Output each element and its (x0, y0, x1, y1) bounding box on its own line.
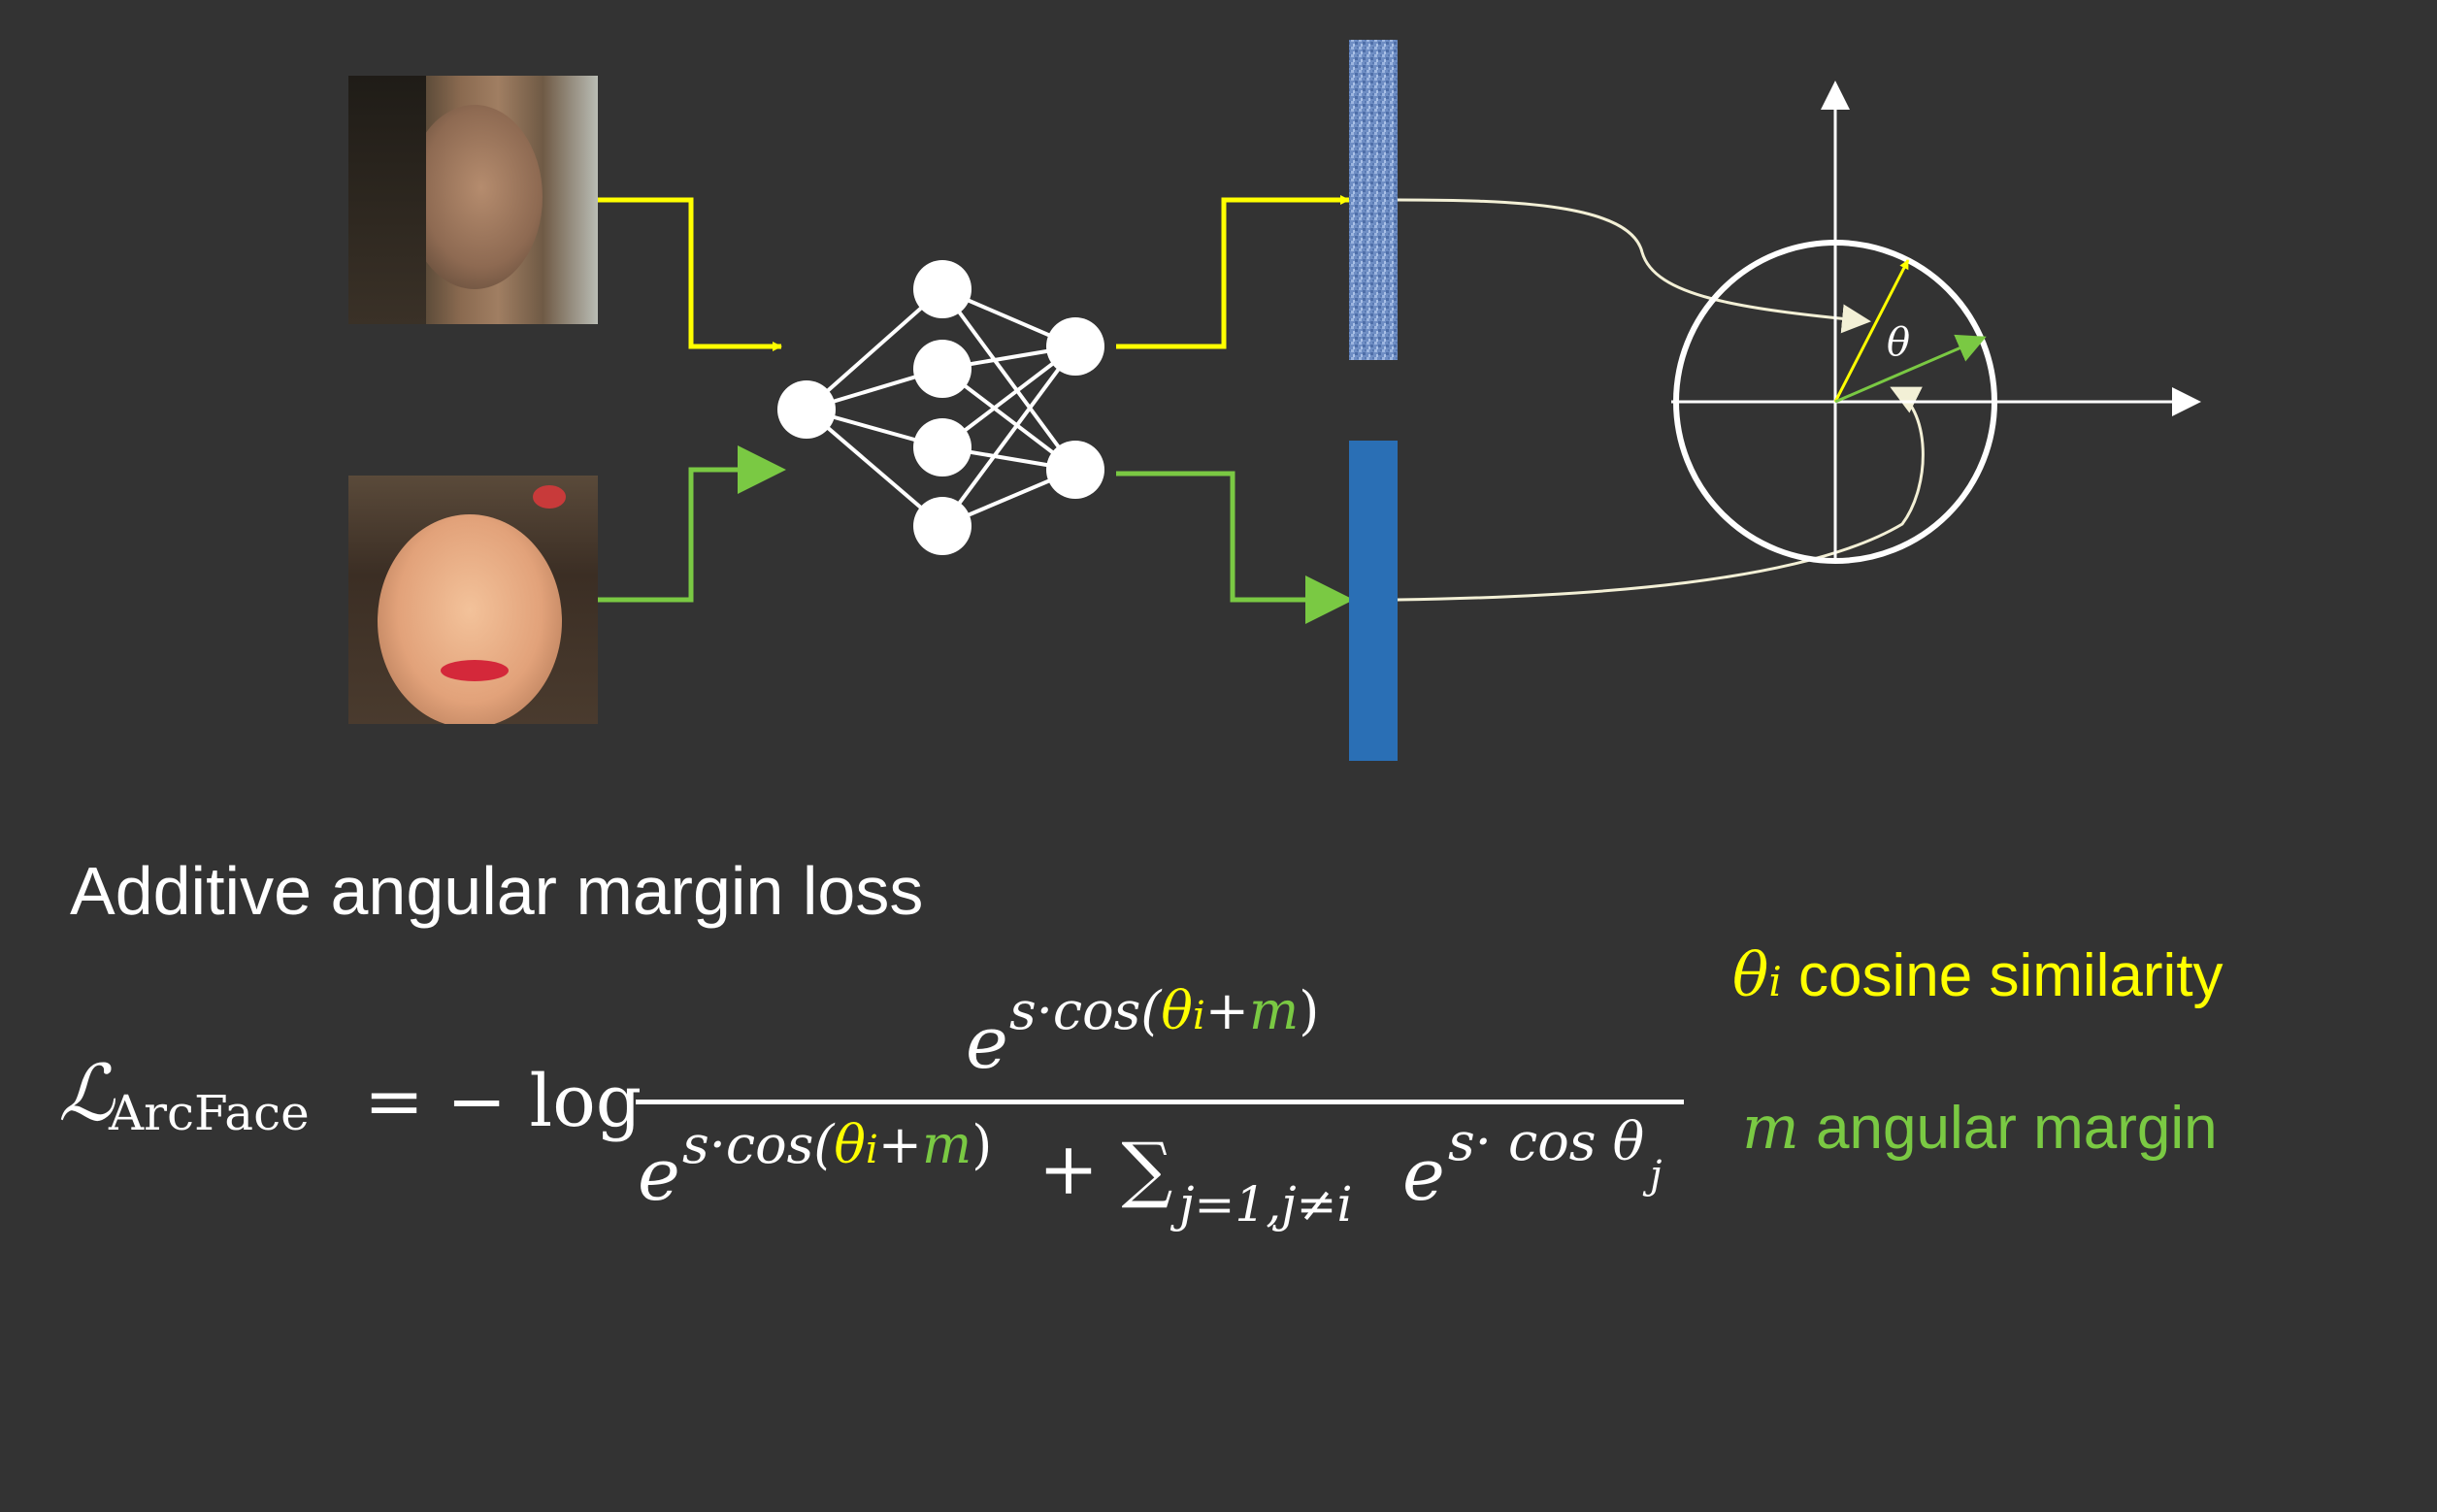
face-photo-2 (348, 476, 598, 724)
legend-m-symbol: m (1742, 1092, 1799, 1163)
hypersphere-circle (1673, 240, 1997, 564)
legend-theta-text: cosine similarity (1798, 942, 2223, 1009)
legend-theta-sub: i (1768, 958, 1782, 1005)
curve-to-yellow-vector (1397, 198, 1871, 334)
embedding-bar-textured (1349, 40, 1398, 360)
curve-to-green-vector (1397, 386, 1925, 602)
loss-symbol: ℒ (58, 1048, 115, 1138)
face-photo-1 (348, 76, 598, 324)
angle-theta-label: θ (1887, 320, 1910, 365)
legend-theta: θi cosine similarity (1732, 939, 2223, 1010)
denominator-exponent: s·cos(θi+m) (682, 1114, 993, 1175)
minus-log: − log (446, 1060, 642, 1143)
denominator-exponent2: s· cos θ (1448, 1111, 1645, 1172)
equals-sign: = (364, 1060, 425, 1143)
feature-vector-yellow (1833, 259, 1910, 403)
weight-vector-green (1834, 334, 1987, 404)
embedding-bar-solid (1349, 441, 1398, 761)
output-arrow-green (1116, 471, 1354, 624)
subtitle: Additive angular margin loss (70, 853, 924, 929)
sum-subscript: j=1,j≠i (1179, 1176, 1353, 1233)
legend-theta-symbol: θ (1732, 939, 1769, 1010)
legend-m-text: angular margin (1816, 1095, 2218, 1162)
denominator-e: e (638, 1134, 680, 1217)
numerator-e: e (966, 1002, 1008, 1085)
denominator-e2: e (1402, 1134, 1445, 1217)
output-arrow-yellow (1116, 195, 1350, 349)
network-nodes (777, 260, 1104, 555)
loss-subscript: ArcFace (109, 1085, 310, 1141)
legend-margin: m angular margin (1742, 1092, 2218, 1163)
fraction-bar (636, 1100, 1684, 1104)
input-arrow-yellow (598, 197, 782, 351)
plus-sum: + ∑ (1038, 1128, 1173, 1211)
input-arrow-green (598, 445, 786, 603)
numerator-exponent: s·cos(θi+m) (1009, 980, 1320, 1041)
denominator-exponent2-subscript: j (1650, 1153, 1663, 1198)
